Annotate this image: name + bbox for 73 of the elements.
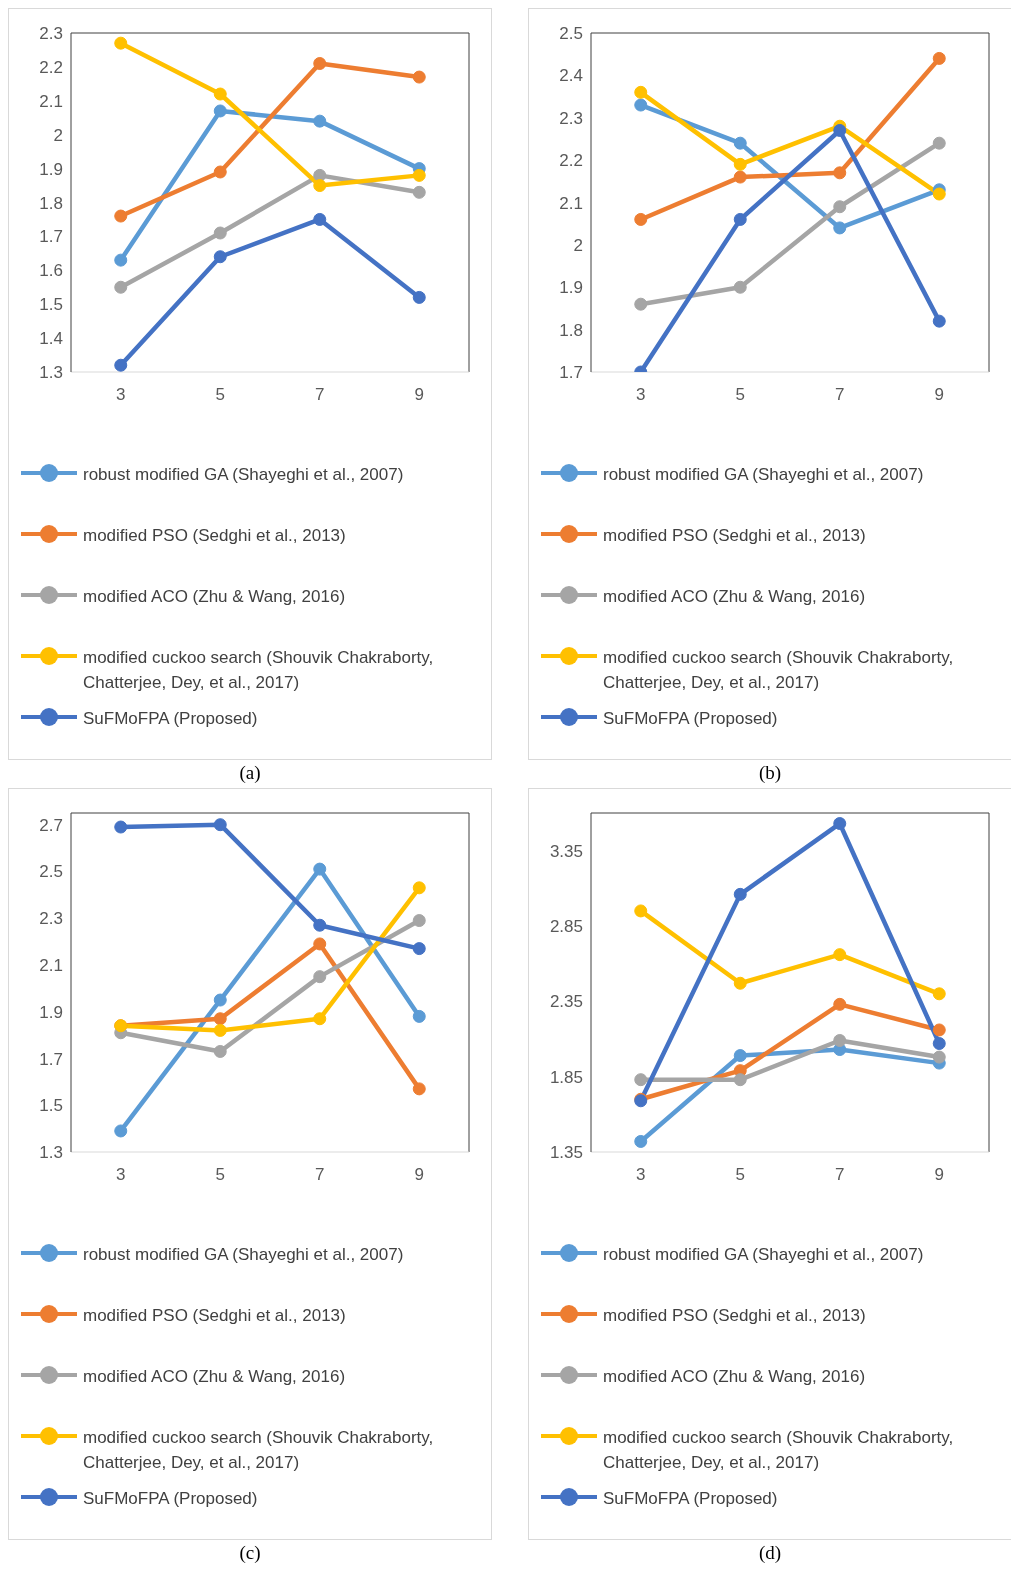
legend-label: modified ACO (Zhu & Wang, 2016) [83, 586, 347, 608]
x-tick-label: 3 [636, 385, 646, 405]
text: (d) [758, 1542, 782, 1564]
y-tick-label: 1.8 [559, 320, 583, 340]
y-tick-label: 1.8 [39, 193, 63, 213]
x-tick-label: 7 [835, 1165, 845, 1185]
x-tick-label: 5 [215, 1165, 225, 1185]
legend-label: modified cuckoo search (Shouvik Chakraborty, Chatterjee, Dey, et al., 2017) [603, 647, 955, 694]
x-tick-label: 9 [414, 385, 424, 405]
y-tick-label: 3.35 [549, 841, 583, 861]
x-tick-label: 7 [315, 1165, 325, 1185]
legend-label: modified PSO (Sedghi et al., 2013) [83, 1305, 347, 1327]
y-tick-label: 1.7 [39, 227, 63, 247]
x-tick-label: 3 [636, 1165, 646, 1185]
y-tick-label: 2.4 [559, 66, 583, 86]
y-tick-label: 1.9 [39, 1002, 63, 1022]
y-tick-label: 2.3 [39, 909, 63, 929]
y-tick-label: 1.4 [39, 329, 63, 349]
legend-label: robust modified GA (Shayeghi et al., 2007) [603, 464, 925, 486]
legend-label: SuFMoFPA (Proposed) [83, 708, 259, 730]
x-tick-label: 7 [315, 385, 325, 405]
y-tick-label: 2.1 [39, 956, 63, 975]
y-tick-label: 2.1 [559, 193, 583, 213]
x-tick-label: 3 [116, 1165, 126, 1185]
x-tick-label: 9 [934, 1165, 944, 1185]
y-tick-label: 2.85 [549, 917, 583, 937]
x-tick-label: 7 [835, 385, 845, 405]
y-tick-label: 1.9 [39, 159, 63, 179]
y-tick-label: 1.5 [39, 1096, 63, 1116]
y-tick-label: 2 [573, 235, 583, 255]
y-tick-label: 2.5 [559, 24, 583, 44]
x-tick-label: 5 [215, 385, 225, 405]
y-tick-label: 2.35 [549, 992, 583, 1012]
y-tick-label: 1.85 [549, 1067, 583, 1087]
x-tick-label: 3 [116, 385, 126, 405]
y-tick-label: 2.3 [39, 24, 63, 44]
legend-label: modified PSO (Sedghi et al., 2013) [603, 525, 867, 547]
text: (c) [239, 1542, 261, 1564]
x-tick-label: 9 [934, 385, 944, 405]
legend-label: modified cuckoo search (Shouvik Chakraborty, Chatterjee, Dey, et al., 2017) [83, 1427, 435, 1474]
legend-label: SuFMoFPA (Proposed) [603, 708, 779, 730]
y-tick-label: 2 [53, 125, 63, 145]
y-tick-label: 2.2 [559, 151, 583, 171]
y-tick-label: 1.7 [559, 363, 583, 383]
legend-label: robust modified GA (Shayeghi et al., 2007) [603, 1244, 925, 1266]
y-tick-label: 2.1 [39, 91, 63, 111]
y-tick-label: 1.6 [39, 261, 63, 281]
y-tick-label: 1.7 [39, 1049, 63, 1069]
y-tick-label: 1.9 [559, 278, 583, 298]
x-tick-label: 5 [735, 1165, 745, 1185]
legend-label: modified ACO (Zhu & Wang, 2016) [83, 1366, 347, 1388]
legend-label: modified PSO (Sedghi et al., 2013) [83, 525, 347, 547]
y-tick-label: 1.3 [39, 1143, 63, 1163]
y-tick-label: 2.2 [39, 57, 63, 77]
text: (a) [239, 762, 261, 784]
legend-label: modified PSO (Sedghi et al., 2013) [603, 1305, 867, 1327]
y-tick-label: 2.7 [39, 815, 63, 835]
x-tick-label: 5 [735, 385, 745, 405]
legend-label: modified cuckoo search (Shouvik Chakraborty, Chatterjee, Dey, et al., 2017) [603, 1427, 955, 1474]
legend-label: modified cuckoo search (Shouvik Chakraborty, Chatterjee, Dey, et al., 2017) [83, 647, 435, 694]
legend-label: robust modified GA (Shayeghi et al., 2007) [83, 1244, 405, 1266]
y-tick-label: 2.3 [559, 108, 583, 128]
text: (b) [758, 762, 782, 784]
legend-label: SuFMoFPA (Proposed) [603, 1488, 779, 1510]
legend-label: robust modified GA (Shayeghi et al., 2007) [83, 464, 405, 486]
legend-label: modified ACO (Zhu & Wang, 2016) [603, 586, 867, 608]
y-tick-label: 2.5 [39, 862, 63, 882]
x-tick-label: 9 [414, 1165, 424, 1185]
y-tick-label: 1.35 [549, 1143, 583, 1163]
legend-label: modified ACO (Zhu & Wang, 2016) [603, 1366, 867, 1388]
y-tick-label: 1.5 [39, 295, 63, 315]
legend-label: SuFMoFPA (Proposed) [83, 1488, 259, 1510]
y-tick-label: 1.3 [39, 363, 63, 383]
